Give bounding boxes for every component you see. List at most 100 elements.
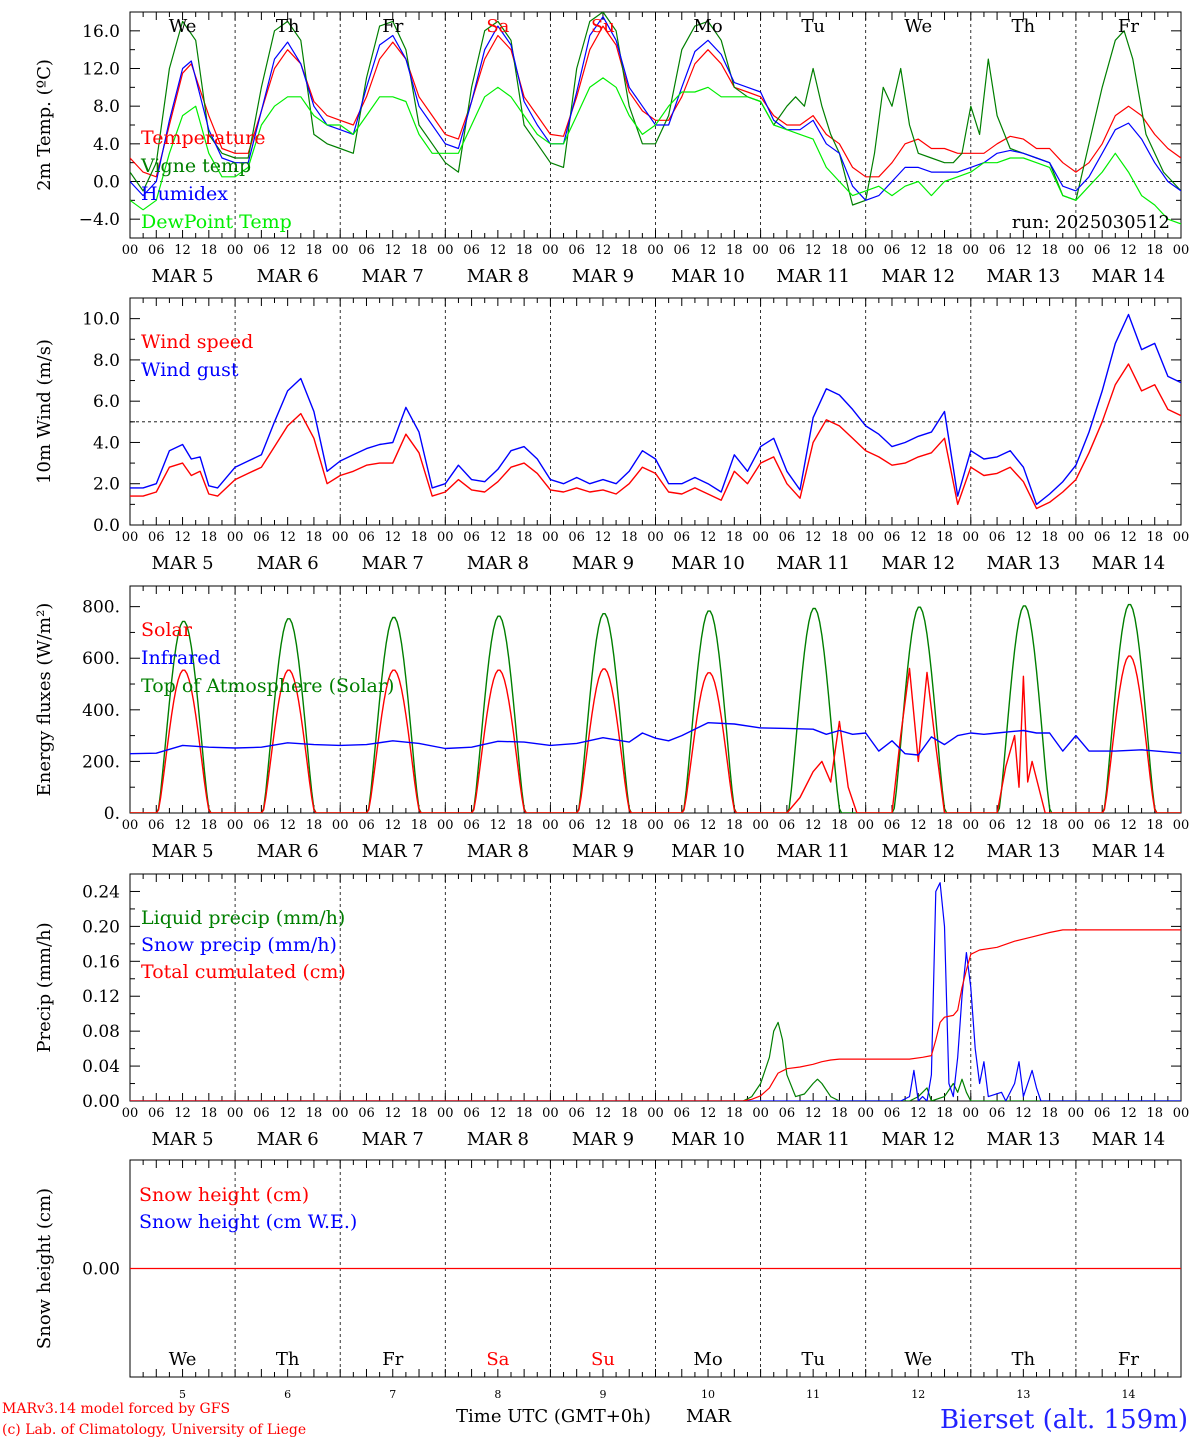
date-label: MAR 12: [881, 266, 955, 287]
hour-tick-label: 06: [884, 818, 901, 833]
hour-tick-label: 06: [358, 530, 375, 545]
hour-tick-label: 00: [437, 243, 454, 258]
hour-tick-label: 00: [122, 818, 139, 833]
day-name-top: Mo: [693, 16, 722, 37]
day-name-top: We: [904, 16, 932, 37]
hour-tick-label: 06: [779, 818, 796, 833]
hour-tick-label: 12: [384, 1106, 401, 1121]
hour-tick-label: 12: [279, 530, 296, 545]
day-number: 12: [911, 1388, 925, 1401]
y-tick-label: −4.0: [79, 210, 120, 230]
legend-entry: Humidex: [141, 183, 228, 205]
hour-tick-label: 06: [148, 1106, 165, 1121]
y-tick-label: 0.: [104, 804, 120, 824]
date-label: MAR 8: [467, 1129, 529, 1150]
date-label: MAR 6: [257, 266, 319, 287]
hour-tick-label: 00: [227, 1106, 244, 1121]
hour-tick-label: 00: [647, 818, 664, 833]
hour-tick-label: 06: [253, 530, 270, 545]
hour-tick-label: 18: [726, 243, 743, 258]
day-name-bottom: We: [169, 1349, 197, 1370]
hour-tick-label: 00: [963, 818, 980, 833]
hour-tick-label: 18: [411, 243, 428, 258]
legend-entry: Snow height (cm W.E.): [139, 1211, 357, 1233]
legend-entry: Solar: [141, 619, 193, 641]
hour-tick-label: 12: [490, 1106, 507, 1121]
date-label: MAR 8: [467, 266, 529, 287]
hour-tick-label: 18: [726, 818, 743, 833]
hour-tick-label: 12: [1120, 243, 1137, 258]
panel-2: 0.0 2.0 4.0 6.0 8.0 10.0 10m Wind (m/s) 00 06 12 1…: [34, 297, 1189, 574]
hour-tick-label: 18: [1041, 818, 1058, 833]
hour-tick-label: 00: [332, 243, 349, 258]
hour-tick-label: 18: [1146, 818, 1163, 833]
series-layer: [130, 313, 1181, 510]
day-number: 10: [701, 1388, 715, 1401]
y-tick-label: 0.16: [82, 952, 120, 972]
legend-entry: Wind gust: [141, 359, 239, 381]
date-label: MAR 5: [151, 841, 213, 862]
y-tick-label: 6.0: [93, 392, 120, 412]
day-number: 14: [1121, 1388, 1135, 1401]
date-label: MAR 11: [776, 266, 850, 287]
hour-tick-label: 00: [227, 818, 244, 833]
hour-tick-label: 06: [148, 243, 165, 258]
hour-tick-label: 12: [910, 1106, 927, 1121]
hour-tick-label: 18: [1041, 243, 1058, 258]
hour-tick-label: 18: [1146, 1106, 1163, 1121]
y-tick-label: 0.20: [82, 917, 120, 937]
hour-tick-label: 18: [621, 1106, 638, 1121]
date-label: MAR 14: [1092, 266, 1166, 287]
date-label: MAR 13: [987, 841, 1061, 862]
day-name-bottom: Su: [591, 1349, 615, 1370]
hour-tick-label: 06: [253, 818, 270, 833]
y-axis-label: Snow height (cm): [34, 1188, 55, 1349]
panel-5: 0.00 Snow height (cm) Snow height (cm) Snow…: [34, 1159, 1182, 1401]
hour-tick-label: 06: [674, 818, 691, 833]
hour-tick-label: 06: [779, 1106, 796, 1121]
hour-tick-label: 06: [779, 243, 796, 258]
hour-tick-label: 00: [1068, 1106, 1085, 1121]
y-tick-label: 4.0: [93, 135, 120, 155]
legend-entry: DewPoint Temp: [141, 211, 292, 233]
y-tick-label: 200.: [82, 752, 120, 772]
hour-tick-label: 12: [1120, 818, 1137, 833]
y-tick-label: 0.04: [82, 1057, 120, 1077]
hour-tick-label: 12: [595, 243, 612, 258]
hour-tick-label: 06: [463, 1106, 480, 1121]
hour-tick-label: 12: [490, 243, 507, 258]
day-name-bottom: Tu: [801, 1349, 825, 1370]
y-tick-label: 400.: [82, 701, 120, 721]
hour-tick-label: 06: [674, 243, 691, 258]
hour-tick-label: 18: [1146, 530, 1163, 545]
run-annotation: run: 2025030512: [1012, 212, 1170, 233]
legend-entry: Snow height (cm): [139, 1184, 309, 1206]
hour-tick-label: 18: [201, 243, 218, 258]
day-number: 8: [494, 1388, 501, 1401]
date-label: MAR 8: [467, 553, 529, 574]
hour-tick-label: 18: [621, 243, 638, 258]
hour-tick-label: 00: [437, 530, 454, 545]
date-label: MAR 11: [776, 1129, 850, 1150]
hour-tick-label: 18: [831, 530, 848, 545]
date-label: MAR 12: [881, 1129, 955, 1150]
date-label: MAR 6: [257, 841, 319, 862]
hour-tick-label: 18: [306, 818, 323, 833]
hour-tick-label: 12: [910, 818, 927, 833]
hour-tick-label: 06: [358, 1106, 375, 1121]
hour-tick-label: 00: [1173, 243, 1190, 258]
hour-tick-label: 12: [1015, 530, 1032, 545]
credit-line-1: MARv3.14 model forced by GFS: [2, 1401, 230, 1417]
date-label: MAR 14: [1092, 841, 1166, 862]
panels-layer: −4.0 0.0 4.0 8.0 12.0 16.0 2m Temp. (ºC) 00 06 12…: [34, 11, 1190, 1401]
hour-tick-label: 06: [884, 243, 901, 258]
panel-1: −4.0 0.0 4.0 8.0 12.0 16.0 2m Temp. (ºC) 00 06 12…: [34, 11, 1190, 287]
hour-tick-label: 18: [516, 243, 533, 258]
hour-tick-label: 06: [253, 1106, 270, 1121]
legend-entry: Temperature: [141, 127, 265, 149]
hour-tick-label: 00: [542, 818, 559, 833]
hour-tick-label: 06: [148, 530, 165, 545]
date-label: MAR 7: [362, 553, 424, 574]
hour-tick-label: 00: [963, 1106, 980, 1121]
hour-tick-label: 00: [963, 530, 980, 545]
